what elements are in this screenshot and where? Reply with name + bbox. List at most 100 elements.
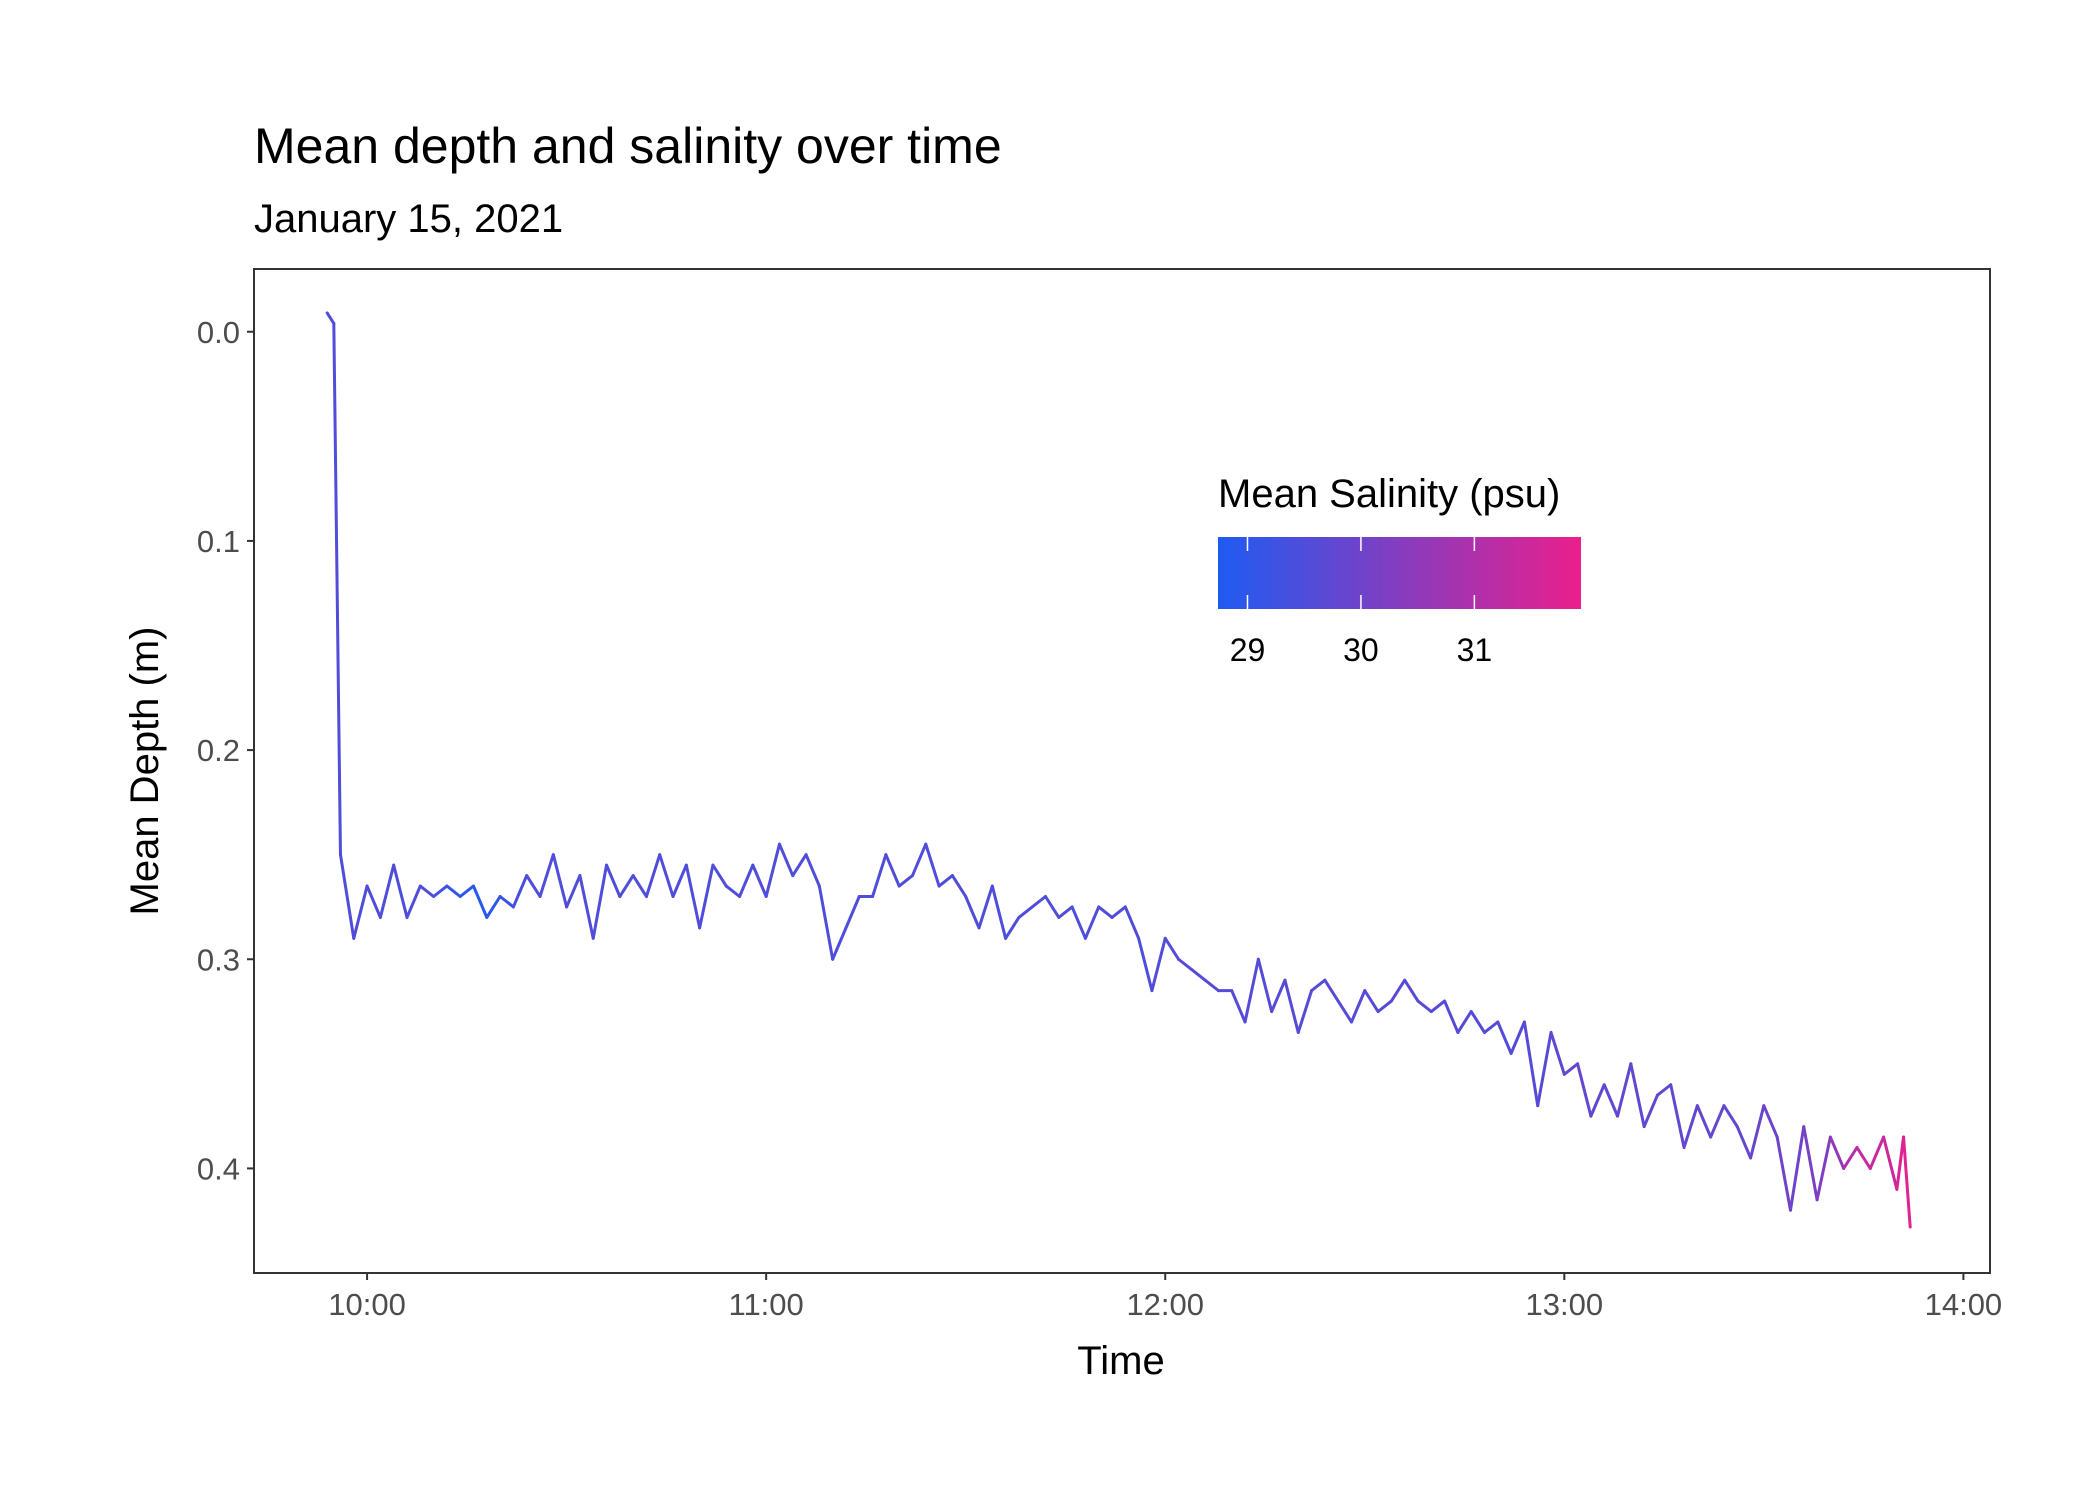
line-segment bbox=[485, 895, 502, 919]
line-segment bbox=[1815, 1135, 1832, 1202]
line-segment bbox=[591, 863, 609, 940]
y-tick-label: 0.0 bbox=[197, 315, 240, 350]
chart-subtitle: January 15, 2021 bbox=[254, 197, 563, 241]
line-segment bbox=[1110, 905, 1127, 919]
line-segment bbox=[1230, 989, 1247, 1024]
line-segment bbox=[738, 863, 755, 898]
line-segment bbox=[1589, 1083, 1606, 1118]
line-segment bbox=[1855, 1146, 1872, 1170]
x-axis-label: Time bbox=[1077, 1339, 1164, 1383]
line-segment bbox=[1895, 1135, 1906, 1191]
line-segment bbox=[884, 853, 901, 888]
line-segment bbox=[924, 842, 941, 888]
line-segment bbox=[1416, 999, 1433, 1014]
line-segment bbox=[1256, 957, 1274, 1014]
line-segment bbox=[844, 895, 861, 930]
line-segment bbox=[1496, 1020, 1513, 1055]
line-segment bbox=[1389, 978, 1407, 1003]
x-tick-label: 13:00 bbox=[1526, 1287, 1604, 1322]
line-segment bbox=[817, 884, 835, 961]
line-segment bbox=[1243, 957, 1260, 1024]
line-segment bbox=[378, 863, 396, 919]
plot-border bbox=[253, 268, 1991, 1274]
line-segment bbox=[365, 884, 382, 919]
line-segment bbox=[1775, 1135, 1792, 1212]
line-segment bbox=[445, 884, 462, 898]
line-segment bbox=[1429, 999, 1447, 1014]
line-segment bbox=[1097, 905, 1114, 919]
line-segment bbox=[525, 874, 542, 898]
line-segment bbox=[977, 884, 994, 930]
line-segment bbox=[1669, 1083, 1686, 1149]
line-segment bbox=[538, 853, 555, 898]
line-segment bbox=[1549, 1030, 1566, 1076]
line-segment bbox=[1070, 905, 1087, 940]
line-segment bbox=[1323, 978, 1340, 1003]
line-segment bbox=[1602, 1083, 1620, 1118]
line-segment bbox=[551, 853, 569, 909]
line-segment bbox=[471, 884, 489, 919]
line-segment bbox=[1562, 1062, 1580, 1076]
x-tick-label: 12:00 bbox=[1126, 1287, 1204, 1322]
line-segment bbox=[1190, 968, 1207, 982]
line-segment bbox=[1310, 978, 1327, 993]
line-segment bbox=[1177, 957, 1194, 972]
line-segment bbox=[578, 874, 595, 940]
line-segment bbox=[964, 895, 981, 930]
colorbar bbox=[1218, 537, 1581, 609]
line-segment bbox=[1749, 1104, 1766, 1160]
x-tick-label: 10:00 bbox=[328, 1287, 406, 1322]
colorbar-tick-label: 31 bbox=[1457, 632, 1493, 668]
line-segment bbox=[432, 884, 449, 898]
line-segment bbox=[631, 874, 648, 898]
y-tick-label: 0.1 bbox=[197, 524, 240, 559]
line-segment bbox=[1363, 989, 1380, 1014]
line-segment bbox=[1802, 1125, 1819, 1202]
line-segment bbox=[1004, 915, 1021, 940]
line-segment bbox=[605, 863, 622, 898]
line-segment bbox=[1709, 1104, 1726, 1139]
line-segment bbox=[1123, 905, 1141, 940]
line-segment bbox=[671, 863, 688, 898]
line-segment bbox=[1682, 1104, 1699, 1149]
chart-title: Mean depth and salinity over time bbox=[254, 118, 1002, 174]
line-segment bbox=[1522, 1020, 1540, 1108]
line-segment bbox=[937, 874, 954, 888]
line-segment bbox=[724, 884, 742, 898]
line-segment bbox=[910, 842, 928, 878]
line-segment bbox=[618, 874, 635, 898]
line-segment bbox=[498, 895, 515, 909]
colorbar-tick-label: 29 bbox=[1230, 632, 1266, 668]
line-segment bbox=[1469, 1010, 1486, 1034]
line-segment bbox=[804, 853, 821, 888]
line-segment bbox=[1735, 1125, 1753, 1160]
line-segment bbox=[1536, 1030, 1553, 1108]
line-segment bbox=[1030, 895, 1048, 909]
line-segment bbox=[565, 874, 582, 909]
legend-title: Mean Salinity (psu) bbox=[1218, 472, 1560, 516]
line-segment bbox=[1456, 1010, 1473, 1034]
y-tick-label: 0.2 bbox=[197, 733, 240, 768]
line-segment bbox=[1576, 1062, 1593, 1118]
line-segment bbox=[897, 874, 914, 888]
line-segment bbox=[1902, 1135, 1912, 1229]
line-segment bbox=[831, 926, 848, 961]
line-segment bbox=[1044, 895, 1061, 919]
line-segment bbox=[1695, 1104, 1713, 1139]
line-segment bbox=[711, 863, 728, 888]
line-segment bbox=[338, 853, 356, 940]
colorbar-tick-label: 30 bbox=[1343, 632, 1379, 668]
line-segment bbox=[1163, 936, 1181, 961]
y-tick-label: 0.4 bbox=[197, 1151, 240, 1186]
line-segment bbox=[405, 884, 422, 919]
line-segment bbox=[1283, 978, 1300, 1034]
line-segment bbox=[1017, 905, 1034, 919]
line-segment bbox=[1336, 999, 1353, 1024]
line-segment bbox=[332, 321, 342, 857]
line-segment bbox=[658, 853, 675, 898]
line-segment bbox=[1868, 1135, 1886, 1170]
line-segment bbox=[698, 863, 715, 930]
line-segment bbox=[791, 853, 808, 878]
line-segment bbox=[990, 884, 1008, 940]
